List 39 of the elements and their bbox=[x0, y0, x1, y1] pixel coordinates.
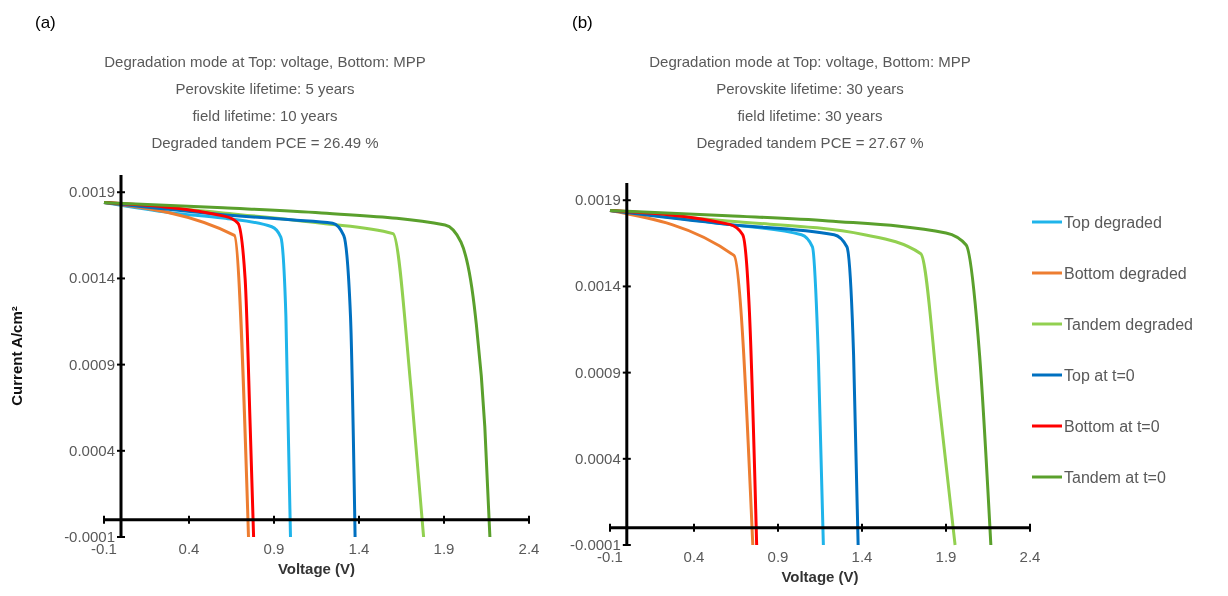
text: Degradation mode at Top: voltage, Bottom: MPP bbox=[104, 53, 426, 70]
x-axis-title: Voltage (V) bbox=[781, 568, 859, 585]
x-axis-title: Voltage (V) bbox=[277, 560, 356, 577]
chart-title: (a) bbox=[35, 13, 56, 32]
y-tick-label: 0.0004 bbox=[574, 449, 621, 467]
legend-label: Top degraded bbox=[1064, 214, 1162, 231]
chart-title: (b) bbox=[572, 13, 593, 32]
x-tick-label: 1.9 bbox=[433, 540, 455, 557]
y-tick-label: 0.0009 bbox=[69, 355, 115, 373]
text: Degradation mode at Top: voltage, Bottom: MPP bbox=[649, 53, 971, 70]
x-tick-label: 2.4 bbox=[518, 540, 540, 557]
y-tick-label: 0.0009 bbox=[574, 363, 621, 381]
legend-label: Tandem at t=0 bbox=[1064, 469, 1166, 486]
x-tick-label: 1.4 bbox=[851, 548, 873, 565]
y-axis-title: Current A/cm² bbox=[8, 306, 25, 406]
y-tick-label: 0.0019 bbox=[69, 183, 115, 201]
y-tick-label: 0.0014 bbox=[574, 277, 621, 295]
x-tick-label: 1.9 bbox=[935, 548, 957, 565]
text: Perovskite lifetime: 5 years bbox=[175, 80, 355, 97]
y-tick-label: 0.0014 bbox=[69, 269, 115, 287]
x-tick-label: 0.9 bbox=[263, 540, 285, 557]
y-tick-label: -0.0001 bbox=[64, 528, 115, 545]
legend-label: Bottom at t=0 bbox=[1064, 418, 1160, 435]
text: Degraded tandem PCE = 26.49 % bbox=[151, 134, 379, 151]
y-tick-label: -0.0001 bbox=[569, 536, 621, 553]
legend-label: Top at t=0 bbox=[1064, 367, 1135, 384]
text: field lifetime: 10 years bbox=[192, 107, 338, 124]
text: Perovskite lifetime: 30 years bbox=[716, 80, 904, 97]
x-tick-label: 0.9 bbox=[767, 548, 789, 565]
y-tick-label: 0.0019 bbox=[574, 191, 621, 209]
x-tick-label: 2.4 bbox=[1019, 548, 1041, 565]
y-tick-label: 0.0004 bbox=[69, 441, 115, 459]
x-tick-label: 1.4 bbox=[348, 540, 370, 557]
x-tick-label: 0.4 bbox=[683, 548, 705, 565]
legend-label: Tandem degraded bbox=[1064, 316, 1193, 333]
legend-label: Bottom degraded bbox=[1064, 265, 1187, 282]
text: field lifetime: 30 years bbox=[737, 107, 883, 124]
x-tick-label: 0.4 bbox=[178, 540, 200, 557]
text: Degraded tandem PCE = 27.67 % bbox=[696, 134, 924, 151]
